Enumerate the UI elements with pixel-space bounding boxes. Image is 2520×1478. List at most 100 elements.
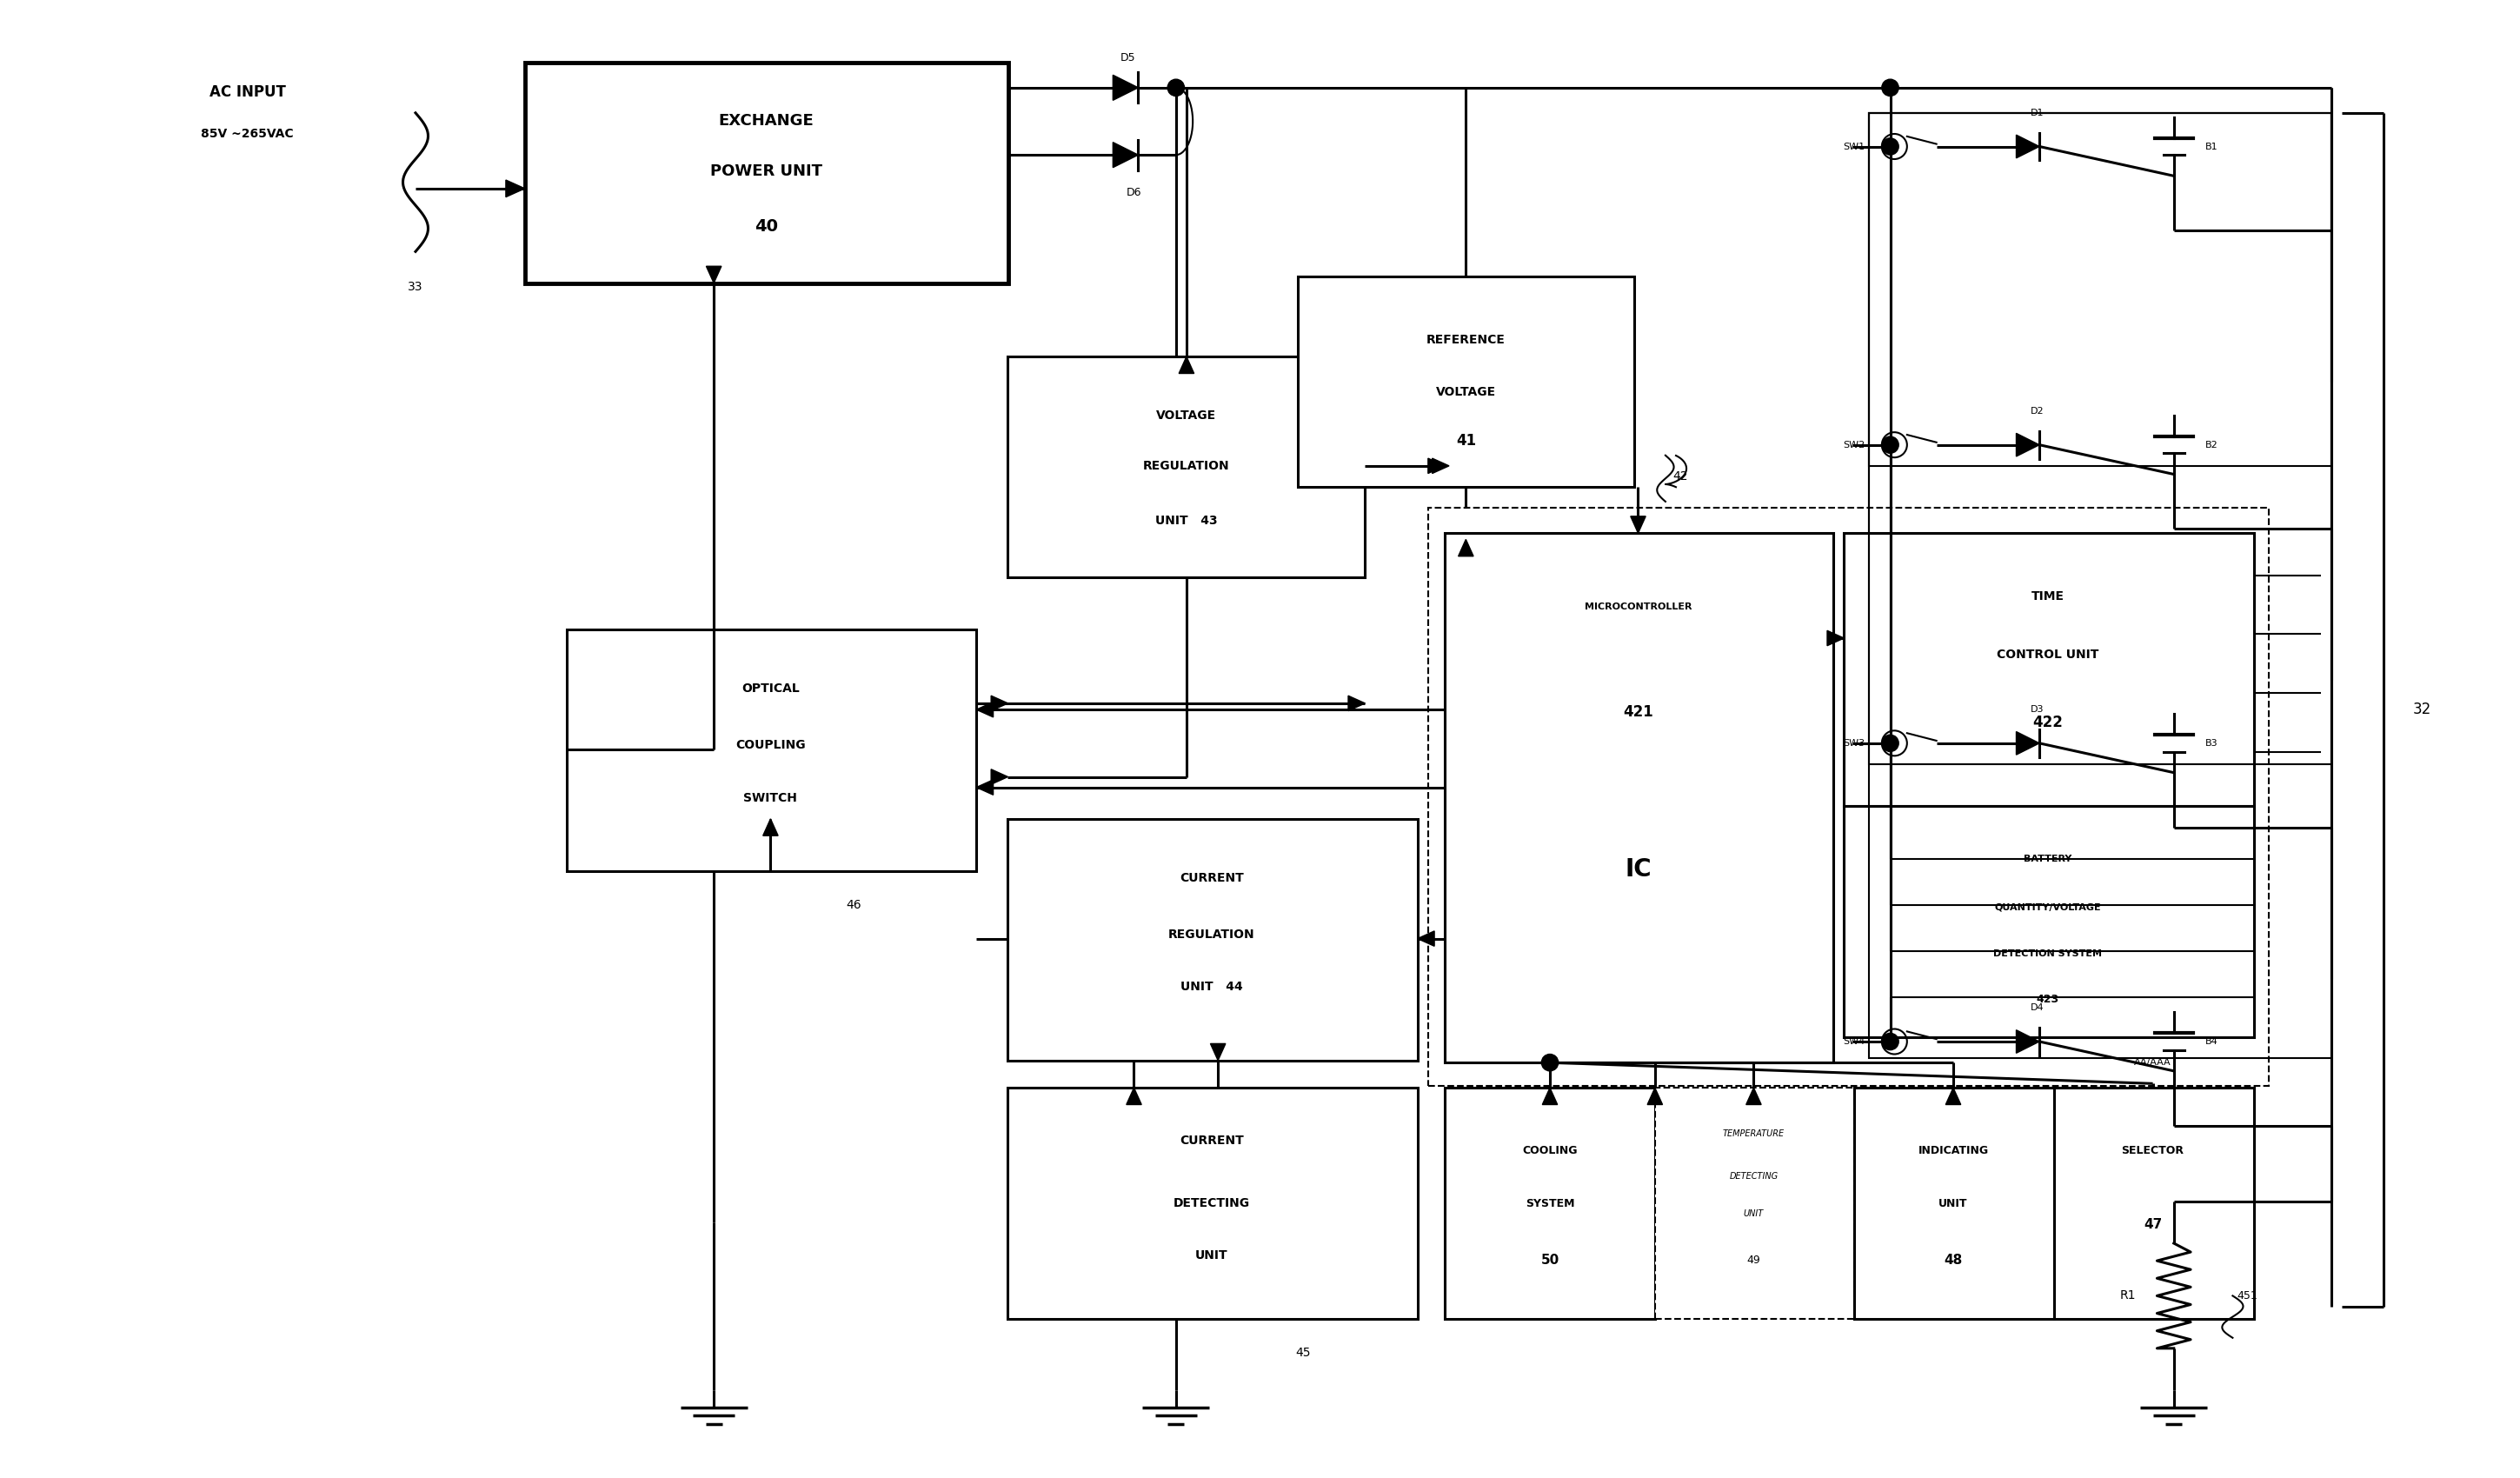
Text: QUANTITY/VOLTAGE: QUANTITY/VOLTAGE	[1993, 903, 2102, 912]
Text: B3: B3	[2205, 739, 2218, 748]
Polygon shape	[1648, 1088, 1663, 1104]
Text: 421: 421	[1623, 704, 1653, 720]
Text: D2: D2	[2031, 406, 2044, 415]
Polygon shape	[1945, 1088, 1961, 1104]
Text: 42: 42	[1673, 470, 1688, 482]
Polygon shape	[1126, 1088, 1142, 1104]
Bar	[1870, 112, 2331, 1058]
Text: 32: 32	[2412, 702, 2432, 717]
Text: R1: R1	[2119, 1290, 2134, 1302]
Polygon shape	[1630, 516, 1646, 534]
Bar	[1870, 112, 2331, 764]
Polygon shape	[1210, 1043, 1225, 1061]
Text: UNIT: UNIT	[1938, 1197, 1968, 1209]
Polygon shape	[2016, 433, 2039, 457]
Polygon shape	[2016, 1030, 2039, 1054]
Text: SYSTEM: SYSTEM	[1525, 1197, 1575, 1209]
Text: POWER UNIT: POWER UNIT	[711, 164, 822, 179]
Bar	[1444, 1088, 1656, 1318]
Text: TIME: TIME	[2031, 590, 2064, 602]
Polygon shape	[2016, 732, 2039, 755]
Text: SW3: SW3	[1842, 739, 1865, 748]
Text: CURRENT: CURRENT	[1179, 1134, 1245, 1147]
Text: 48: 48	[1943, 1253, 1963, 1267]
Text: 47: 47	[2145, 1218, 2162, 1231]
Polygon shape	[706, 266, 721, 284]
Text: COOLING: COOLING	[1522, 1145, 1578, 1156]
Text: 46: 46	[847, 899, 862, 910]
Text: B4: B4	[2205, 1038, 2218, 1046]
Circle shape	[1882, 137, 1898, 155]
Text: 451: 451	[2238, 1290, 2258, 1302]
Text: 85V ~265VAC: 85V ~265VAC	[202, 127, 295, 140]
Bar	[1429, 508, 2268, 1086]
Text: INDICATING: INDICATING	[1918, 1145, 1988, 1156]
Text: IC: IC	[1625, 857, 1651, 881]
Bar	[1656, 1088, 1855, 1318]
Text: SWITCH: SWITCH	[743, 792, 796, 804]
Polygon shape	[507, 180, 524, 197]
Text: B1: B1	[2205, 142, 2218, 151]
Circle shape	[1167, 80, 1184, 96]
Polygon shape	[1114, 142, 1139, 167]
Text: 422: 422	[2034, 714, 2064, 730]
Polygon shape	[975, 780, 993, 795]
Text: REGULATION: REGULATION	[1169, 928, 1255, 940]
Bar	[1298, 276, 1633, 486]
Polygon shape	[975, 702, 993, 717]
Text: OPTICAL: OPTICAL	[741, 683, 799, 695]
Text: D6: D6	[1126, 188, 1142, 198]
Text: DETECTING: DETECTING	[1729, 1172, 1779, 1181]
Text: CONTROL UNIT: CONTROL UNIT	[1996, 649, 2099, 661]
Polygon shape	[1542, 1088, 1557, 1104]
Text: EXCHANGE: EXCHANGE	[718, 114, 814, 129]
Text: SW4: SW4	[1842, 1038, 1865, 1046]
Bar	[1870, 112, 2331, 466]
Text: DETECTION SYSTEM: DETECTION SYSTEM	[1993, 949, 2102, 958]
Circle shape	[1882, 436, 1898, 454]
Circle shape	[1882, 735, 1898, 752]
Polygon shape	[1459, 539, 1474, 556]
Polygon shape	[2016, 134, 2039, 158]
Text: REFERENCE: REFERENCE	[1426, 334, 1504, 346]
Bar	[1008, 819, 1419, 1061]
Bar	[524, 62, 1008, 284]
Text: 50: 50	[1540, 1253, 1560, 1267]
Text: D5: D5	[1119, 53, 1137, 64]
Text: MICROCONTROLLER: MICROCONTROLLER	[1585, 603, 1691, 610]
Text: CURRENT: CURRENT	[1179, 872, 1245, 884]
Bar	[1008, 1088, 1419, 1318]
Text: SELECTOR: SELECTOR	[2122, 1145, 2185, 1156]
Text: VOLTAGE: VOLTAGE	[1436, 386, 1497, 399]
Text: REGULATION: REGULATION	[1144, 460, 1230, 471]
Text: D1: D1	[2031, 108, 2044, 117]
Polygon shape	[1179, 356, 1194, 374]
Polygon shape	[1746, 1088, 1761, 1104]
Text: B2: B2	[2205, 440, 2218, 449]
Text: 45: 45	[1295, 1346, 1310, 1358]
Bar	[1845, 534, 2253, 806]
Text: AC INPUT: AC INPUT	[209, 84, 285, 99]
Text: D4: D4	[2031, 1004, 2044, 1012]
Bar	[1444, 534, 1835, 1063]
Bar	[1855, 1088, 2054, 1318]
Text: 40: 40	[753, 219, 779, 235]
Text: UNIT   43: UNIT 43	[1154, 514, 1217, 526]
Text: UNIT: UNIT	[1744, 1209, 1764, 1218]
Polygon shape	[1419, 931, 1434, 946]
Text: 33: 33	[408, 281, 423, 293]
Text: TEMPERATURE: TEMPERATURE	[1724, 1129, 1784, 1138]
Bar	[2054, 1088, 2253, 1318]
Polygon shape	[1348, 696, 1366, 711]
Text: DETECTING: DETECTING	[1174, 1197, 1250, 1209]
Text: SW2: SW2	[1842, 440, 1865, 449]
Text: SW1: SW1	[1842, 142, 1865, 151]
Text: BATTERY: BATTERY	[2024, 854, 2071, 863]
Bar	[1845, 806, 2253, 1038]
Text: D3: D3	[2031, 705, 2044, 714]
Polygon shape	[1431, 458, 1449, 473]
Polygon shape	[990, 696, 1008, 711]
Text: COUPLING: COUPLING	[736, 739, 806, 751]
Circle shape	[1882, 1033, 1898, 1049]
Polygon shape	[990, 769, 1008, 785]
